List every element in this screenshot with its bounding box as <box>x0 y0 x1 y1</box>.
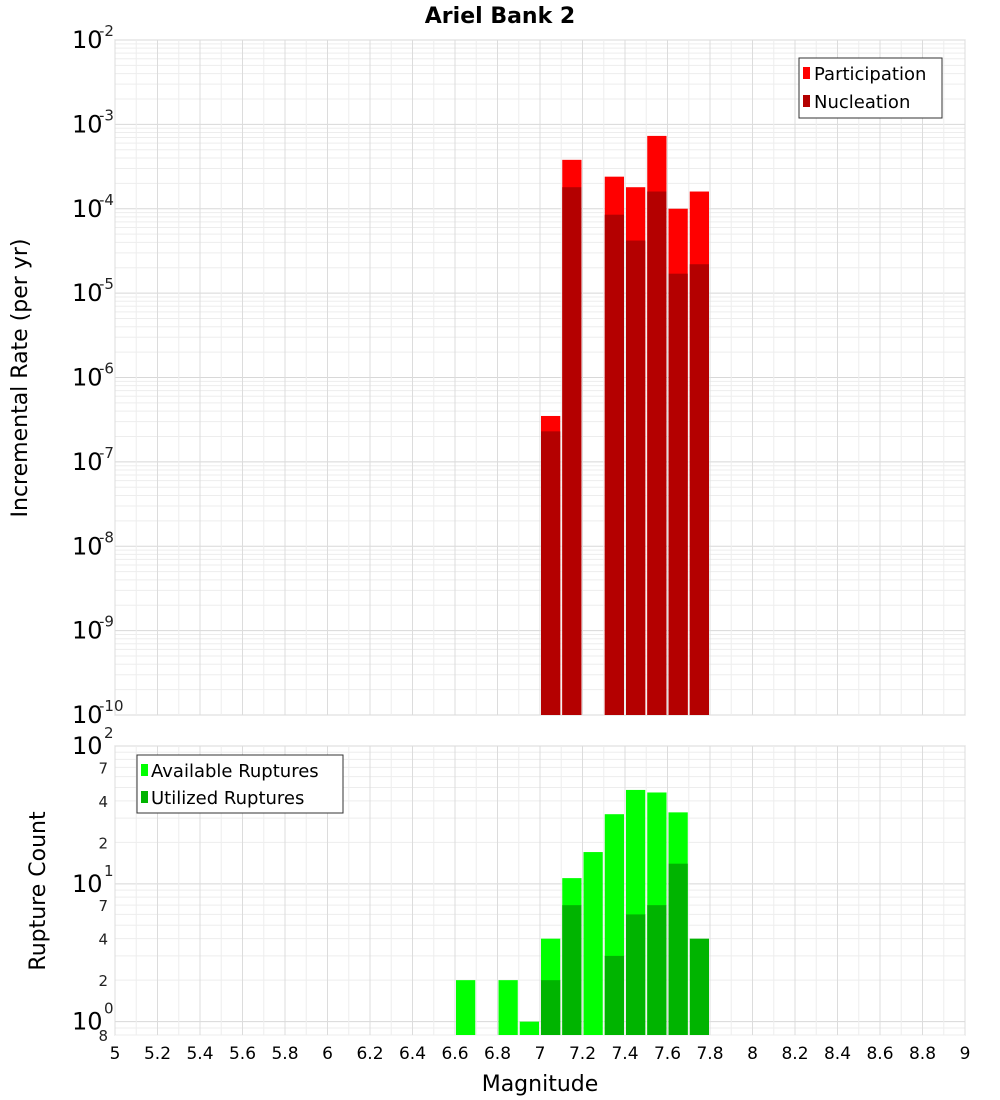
bar-available-ruptures <box>519 1021 539 1035</box>
y-tick-minor: 7 <box>98 759 108 777</box>
y-tick-minor: 2 <box>98 834 108 852</box>
y-tick-base: 10 <box>72 448 103 476</box>
bar-nucleation <box>604 214 624 716</box>
y-tick-base: 10 <box>72 26 103 54</box>
x-tick-label: 5 <box>110 1044 121 1064</box>
x-tick-label: 5.4 <box>186 1044 213 1064</box>
bar-nucleation <box>689 264 709 715</box>
x-tick-label: 7.6 <box>654 1044 681 1064</box>
y-tick-base: 10 <box>72 110 103 138</box>
y-tick-base: 10 <box>72 617 103 645</box>
x-tick-label: 6.2 <box>356 1044 383 1064</box>
y-tick-exponent: -4 <box>99 191 114 209</box>
y-tick-exponent: -10 <box>99 697 124 715</box>
top-bars <box>541 135 709 716</box>
y-tick-base: 10 <box>72 1008 103 1036</box>
bar-available-ruptures <box>583 852 603 1035</box>
y-tick-base: 10 <box>72 701 103 729</box>
x-tick-label: 8 <box>747 1044 758 1064</box>
bar-utilized-ruptures <box>562 905 582 1035</box>
bar-utilized-ruptures <box>604 955 624 1035</box>
bar-utilized-ruptures <box>689 938 709 1035</box>
y-tick-base: 10 <box>72 195 103 223</box>
x-tick-label: 7 <box>535 1044 546 1064</box>
x-axis-label: Magnitude <box>482 1072 599 1097</box>
x-tick-label: 5.8 <box>271 1044 298 1064</box>
x-tick-label: 7.4 <box>611 1044 638 1064</box>
y-tick-base: 10 <box>72 870 103 898</box>
bar-nucleation <box>626 240 646 716</box>
x-tick-label: 8.8 <box>909 1044 936 1064</box>
bar-utilized-ruptures <box>541 980 561 1035</box>
x-tick-label: 6 <box>322 1044 333 1064</box>
legend-label-participation: Participation <box>814 64 926 85</box>
y-tick-exponent: -6 <box>99 360 114 378</box>
y-tick-base: 10 <box>72 279 103 307</box>
bar-nucleation <box>541 431 561 715</box>
legend-label-utilized-ruptures: Utilized Ruptures <box>151 788 304 809</box>
y-tick-minor: 4 <box>98 793 108 811</box>
bottom-legend: Available Ruptures Utilized Ruptures <box>136 754 344 814</box>
y-tick-minor: 2 <box>98 972 108 990</box>
x-tick-label: 7.2 <box>569 1044 596 1064</box>
top-grid <box>114 39 966 716</box>
bottom-y-axis-label: Rupture Count <box>26 811 51 971</box>
top-y-axis-label: Incremental Rate (per yr) <box>8 239 33 518</box>
chart-title: Ariel Bank 2 <box>425 4 575 29</box>
x-tick-label: 9 <box>960 1044 971 1064</box>
x-axis-ticks: 5 5.2 5.4 5.6 5.8 6 6.2 6.4 6.6 6.8 7 7.2 7.4 7.6 7.8 8… <box>110 1044 971 1064</box>
top-legend-box <box>798 57 943 119</box>
legend-swatch-nucleation <box>803 95 810 107</box>
y-tick-exponent: -9 <box>99 613 114 631</box>
y-tick-exponent: 1 <box>104 862 114 880</box>
y-tick-exponent: -8 <box>99 528 114 546</box>
bottom-legend-box <box>136 754 344 814</box>
y-tick-exponent: 2 <box>104 724 114 742</box>
legend-label-nucleation: Nucleation <box>814 92 910 113</box>
bar-utilized-ruptures <box>626 914 646 1035</box>
x-tick-label: 8.2 <box>781 1044 808 1064</box>
bar-nucleation <box>562 187 582 716</box>
y-tick-base: 10 <box>72 364 103 392</box>
y-tick-exponent: -7 <box>99 444 114 462</box>
bar-nucleation <box>647 191 667 716</box>
y-tick-exponent: -2 <box>99 22 114 40</box>
legend-swatch-utilized-ruptures <box>141 791 148 803</box>
bar-available-ruptures <box>456 980 476 1035</box>
x-tick-label: 6.8 <box>484 1044 511 1064</box>
x-tick-label: 6.4 <box>399 1044 426 1064</box>
x-tick-label: 8.6 <box>866 1044 893 1064</box>
x-tick-label: 7.8 <box>696 1044 723 1064</box>
top-legend: Participation Nucleation <box>798 57 943 119</box>
y-tick-minor: 7 <box>98 897 108 915</box>
x-tick-label: 5.6 <box>229 1044 256 1064</box>
y-tick-exponent: -3 <box>99 106 114 124</box>
y-tick-base: 10 <box>72 532 103 560</box>
x-tick-label: 5.2 <box>144 1044 171 1064</box>
bar-nucleation <box>668 273 688 715</box>
y-tick-minor: 4 <box>98 931 108 949</box>
bar-utilized-ruptures <box>668 863 688 1035</box>
x-tick-label: 8.4 <box>824 1044 851 1064</box>
bar-available-ruptures <box>498 980 518 1035</box>
y-tick-exponent: 0 <box>104 1000 114 1018</box>
legend-swatch-available-ruptures <box>141 764 148 776</box>
legend-swatch-participation <box>803 67 810 79</box>
y-tick-minor: 8 <box>98 1027 108 1045</box>
x-tick-label: 6.6 <box>441 1044 468 1064</box>
y-tick-exponent: -5 <box>99 275 114 293</box>
bar-utilized-ruptures <box>647 905 667 1035</box>
y-tick-base: 10 <box>72 732 103 760</box>
legend-label-available-ruptures: Available Ruptures <box>151 761 319 782</box>
bottom-bars <box>456 789 709 1035</box>
